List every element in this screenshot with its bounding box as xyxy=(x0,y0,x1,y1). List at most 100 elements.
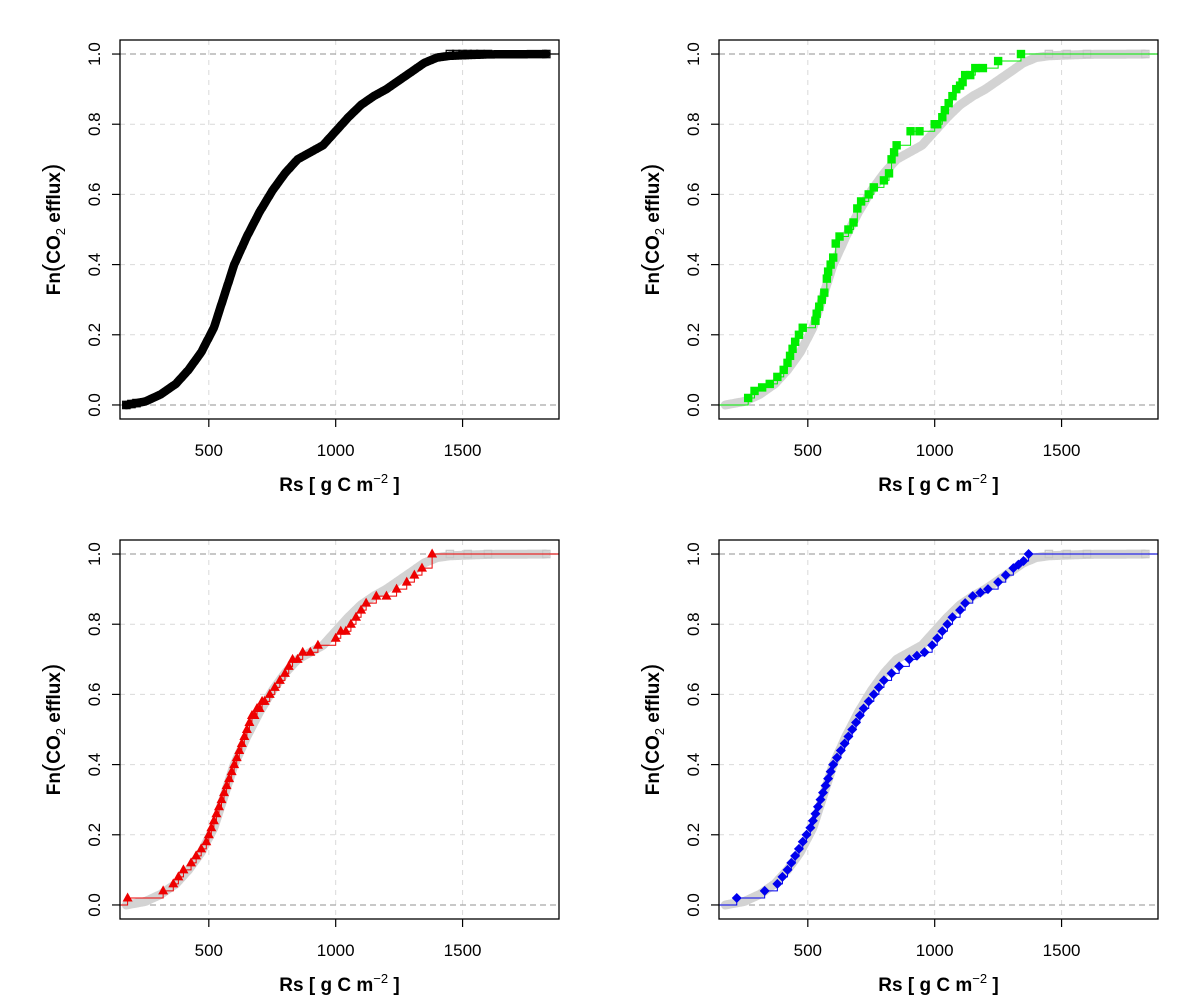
y-tick-label: 0.2 xyxy=(85,823,104,847)
y-tick-label: 0.2 xyxy=(85,323,104,347)
data-point-22 xyxy=(831,239,840,248)
y-axis-title-paren-open: ( xyxy=(637,263,665,272)
y-axis-title-paren-open: ( xyxy=(38,763,66,772)
data-point-31 xyxy=(884,169,894,178)
data-point-17 xyxy=(221,780,232,790)
y-tick-label: 1.0 xyxy=(85,42,104,66)
data-point-43 xyxy=(330,632,341,642)
data-point-25 xyxy=(241,724,252,733)
data-point-25 xyxy=(849,218,858,227)
data-point-5 xyxy=(773,372,782,382)
data-point-15 xyxy=(216,794,227,804)
data-point-8 xyxy=(196,843,207,853)
y-axis-title-paren-close: ) xyxy=(637,164,665,172)
plot-frame xyxy=(718,39,1159,420)
data-point-49 xyxy=(978,63,988,73)
data-point-45 xyxy=(967,591,978,602)
y-axis-title-paren-close: ) xyxy=(38,164,66,172)
data-point-12 xyxy=(798,323,807,332)
data-point-34 xyxy=(892,141,901,150)
data-point-40 xyxy=(937,626,948,637)
data-point-47 xyxy=(982,584,993,595)
y-axis-title-rest: efflux xyxy=(44,672,65,728)
data-point-7 xyxy=(463,49,472,59)
data-point-5 xyxy=(782,864,793,875)
y-axis-title: Fn(CO2 efflux) xyxy=(637,664,667,796)
data-point-29 xyxy=(869,183,878,192)
data-point-24 xyxy=(239,731,250,741)
y-axis-title-subscript: 2 xyxy=(53,228,68,235)
data-point-52 xyxy=(1018,556,1029,567)
data-point-38 xyxy=(927,640,938,651)
data-point-20 xyxy=(826,260,835,269)
data-point-41 xyxy=(944,98,953,108)
data-point-21 xyxy=(231,752,242,762)
x-axis-title-main: Rs [ g C m xyxy=(878,475,972,496)
y-axis-title: Fn(CO2 efflux) xyxy=(38,164,68,296)
data-point-46 xyxy=(960,70,970,80)
y-tick-label: 0.6 xyxy=(85,683,104,707)
data-point-6 xyxy=(186,857,197,867)
x-axis-title-end: ] xyxy=(388,975,400,996)
x-axis-title-main: Rs [ g C m xyxy=(279,475,373,496)
data-point-32 xyxy=(878,675,889,686)
data-point-40 xyxy=(940,105,950,115)
data-point-46 xyxy=(345,618,356,628)
data-point-18 xyxy=(822,274,832,283)
data-point-9 xyxy=(201,836,212,846)
data-point-33 xyxy=(889,148,899,157)
y-tick-label: 0.4 xyxy=(684,253,703,277)
plot-frame xyxy=(119,539,560,920)
data-point-21 xyxy=(828,253,838,262)
plot-frame xyxy=(718,539,1159,920)
y-tick-label: 0.8 xyxy=(85,112,104,136)
data-point-18 xyxy=(224,773,235,783)
data-point-20 xyxy=(229,759,240,769)
y-axis-title-fn: Fn xyxy=(643,772,664,795)
data-point-4 xyxy=(777,871,788,882)
data-point-27 xyxy=(856,197,866,206)
data-point-2 xyxy=(759,885,770,896)
data-point-33 xyxy=(264,688,275,698)
x-axis-title: Rs [ g C m−2 ] xyxy=(279,471,399,496)
data-point-6 xyxy=(779,365,788,375)
data-point-51 xyxy=(1016,49,1026,59)
ecdf-step-line xyxy=(120,553,559,906)
ecdf-dense-curve xyxy=(122,49,551,410)
data-point-22 xyxy=(835,745,846,756)
data-point-15 xyxy=(815,302,824,311)
data-point-35 xyxy=(274,674,285,684)
data-point-28 xyxy=(864,190,873,199)
data-point-32 xyxy=(887,155,896,164)
data-point-10 xyxy=(790,337,800,346)
data-point-30 xyxy=(879,176,889,185)
y-axis-title-rest: efflux xyxy=(44,172,65,228)
x-axis-title-end: ] xyxy=(388,475,400,496)
data-point-30 xyxy=(254,702,265,712)
x-axis-title-exponent: −2 xyxy=(373,471,388,486)
data-point-26 xyxy=(853,204,862,213)
data-point-31 xyxy=(873,682,884,693)
data-point-7 xyxy=(191,850,202,860)
data-point-54 xyxy=(409,569,420,579)
data-point-42 xyxy=(312,639,323,649)
x-tick-label: 1500 xyxy=(1043,941,1081,960)
x-tick-label: 500 xyxy=(794,941,822,960)
data-point-19 xyxy=(823,267,833,276)
data-point-11 xyxy=(206,822,217,832)
x-tick-label: 1000 xyxy=(916,441,954,460)
data-point-28 xyxy=(858,703,869,714)
data-point-1 xyxy=(122,892,133,902)
y-axis-title-paren-close: ) xyxy=(38,664,66,672)
y-tick-label: 0.4 xyxy=(684,753,703,777)
y-tick-label: 0.0 xyxy=(85,393,104,417)
y-axis-title-paren-open: ( xyxy=(38,263,66,272)
data-point-39 xyxy=(932,633,943,644)
data-point-24 xyxy=(844,225,853,234)
data-point-20 xyxy=(828,759,839,770)
x-tick-label: 1000 xyxy=(916,941,954,960)
y-tick-label: 0.8 xyxy=(684,612,703,636)
data-point-41 xyxy=(305,646,316,656)
data-point-45 xyxy=(340,625,351,635)
